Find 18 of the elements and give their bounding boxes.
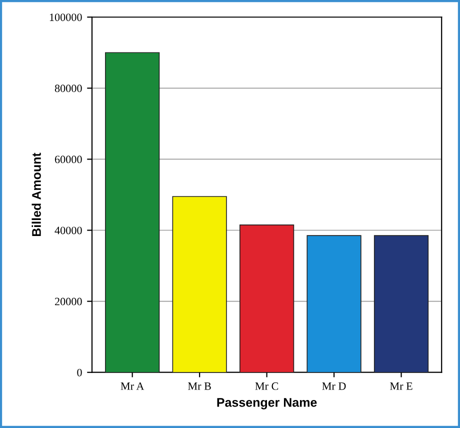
- y-tick-label: 100000: [50, 14, 82, 22]
- x-tick-label: Mr A: [120, 382, 144, 390]
- bar: [306, 235, 362, 372]
- y-tick-label: 60000: [54, 156, 82, 164]
- x-tick-label: Mr D: [322, 382, 346, 390]
- x-tick-label: Mr C: [255, 382, 278, 390]
- bar: [239, 224, 294, 372]
- bar: [172, 196, 227, 372]
- bar: [374, 235, 429, 372]
- x-tick-label: Mr E: [390, 382, 412, 390]
- y-tick-label: 0: [77, 368, 82, 376]
- y-axis-title: Billed Amount: [32, 152, 41, 236]
- bar: [105, 52, 160, 372]
- y-tick-label: 40000: [54, 226, 82, 234]
- y-tick-label: 20000: [54, 298, 82, 306]
- x-tick-label: Mr B: [188, 382, 211, 390]
- x-axis-title: Passenger Name: [217, 398, 317, 410]
- y-tick-label: 80000: [54, 84, 82, 92]
